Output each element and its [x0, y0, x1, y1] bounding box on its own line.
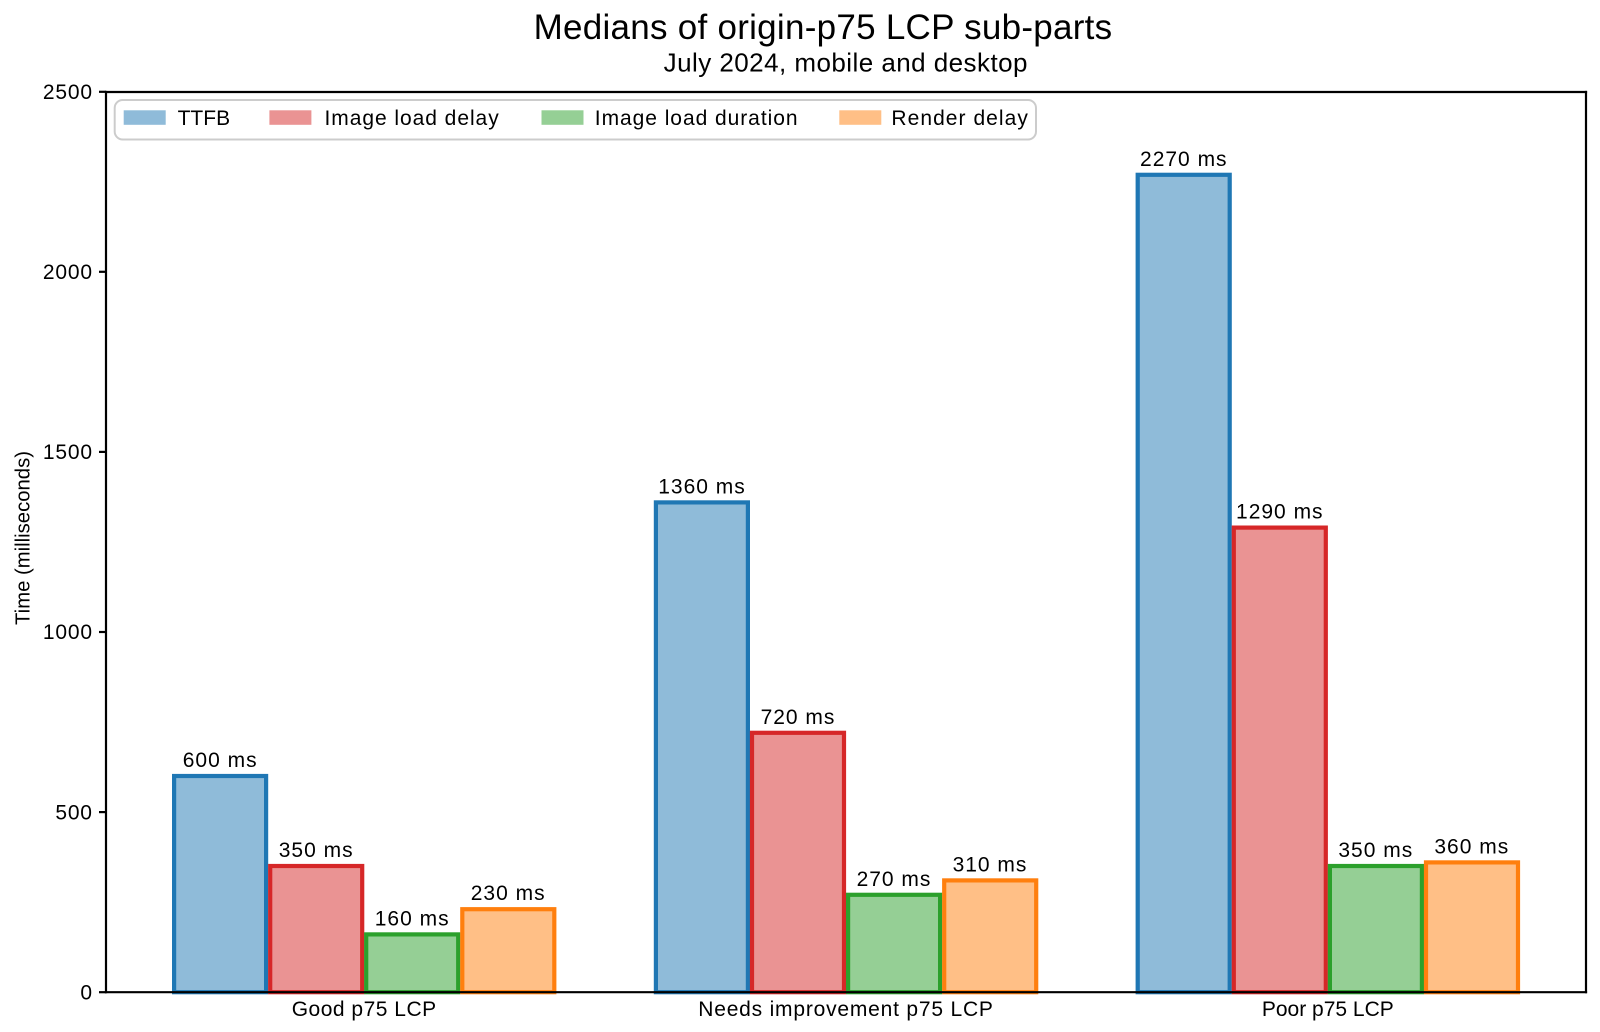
svg-text:Render delay: Render delay	[891, 107, 1029, 130]
svg-text:720 ms: 720 ms	[761, 706, 836, 729]
svg-text:500: 500	[55, 801, 92, 824]
svg-text:Image load delay: Image load delay	[325, 107, 500, 130]
svg-text:350 ms: 350 ms	[279, 839, 354, 862]
svg-text:1360 ms: 1360 ms	[658, 475, 746, 498]
svg-text:Good p75 LCP: Good p75 LCP	[292, 998, 437, 1021]
svg-text:Time (milliseconds): Time (milliseconds)	[13, 451, 35, 625]
svg-text:1000: 1000	[43, 621, 93, 644]
svg-text:July 2024, mobile and desktop: July 2024, mobile and desktop	[664, 47, 1028, 77]
svg-text:350 ms: 350 ms	[1338, 839, 1413, 862]
svg-text:230 ms: 230 ms	[471, 882, 546, 905]
svg-text:270 ms: 270 ms	[857, 868, 932, 891]
svg-text:Image load duration: Image load duration	[595, 107, 799, 130]
svg-text:160 ms: 160 ms	[375, 907, 450, 930]
svg-text:2270 ms: 2270 ms	[1140, 148, 1228, 171]
svg-text:1500: 1500	[43, 441, 93, 464]
svg-text:Needs improvement p75 LCP: Needs improvement p75 LCP	[698, 998, 993, 1021]
svg-text:360 ms: 360 ms	[1434, 835, 1509, 858]
svg-text:310 ms: 310 ms	[953, 853, 1028, 876]
svg-text:0: 0	[80, 981, 92, 1004]
svg-text:1290 ms: 1290 ms	[1236, 501, 1324, 524]
svg-text:Poor p75 LCP: Poor p75 LCP	[1262, 998, 1394, 1021]
svg-text:Medians of origin-p75 LCP sub-: Medians of origin-p75 LCP sub-parts	[534, 8, 1113, 47]
svg-text:600 ms: 600 ms	[183, 749, 258, 772]
svg-text:TTFB: TTFB	[178, 107, 231, 130]
svg-text:2500: 2500	[43, 81, 93, 104]
svg-text:2000: 2000	[43, 261, 93, 284]
